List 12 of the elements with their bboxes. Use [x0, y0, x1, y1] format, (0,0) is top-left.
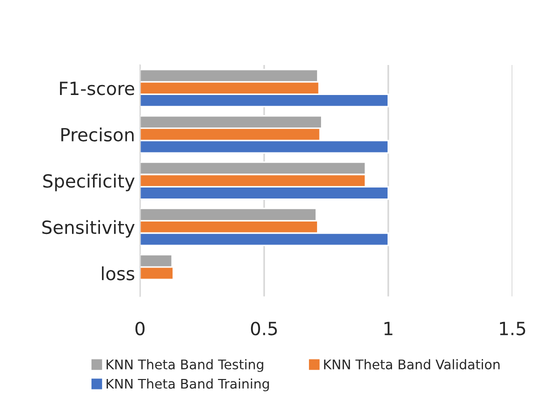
- x-tick-label: 0: [135, 322, 145, 336]
- y-tick-label: Precison: [61, 128, 134, 142]
- y-tick-label: F1-score: [60, 82, 134, 96]
- legend-label: KNN Theta Band Validation: [324, 359, 500, 370]
- x-tick-label: 1.5: [500, 322, 526, 336]
- y-tick-label: loss: [102, 266, 134, 280]
- x-tick-label: 0.5: [250, 322, 277, 336]
- legend-label: KNN Theta Band Training: [106, 378, 269, 392]
- y-tick-label: Sensitivity: [42, 220, 135, 238]
- legend-label: KNN Theta Band Testing: [106, 359, 264, 372]
- y-tick-label: Specificity: [43, 174, 135, 192]
- x-tick-label: 1: [384, 322, 392, 336]
